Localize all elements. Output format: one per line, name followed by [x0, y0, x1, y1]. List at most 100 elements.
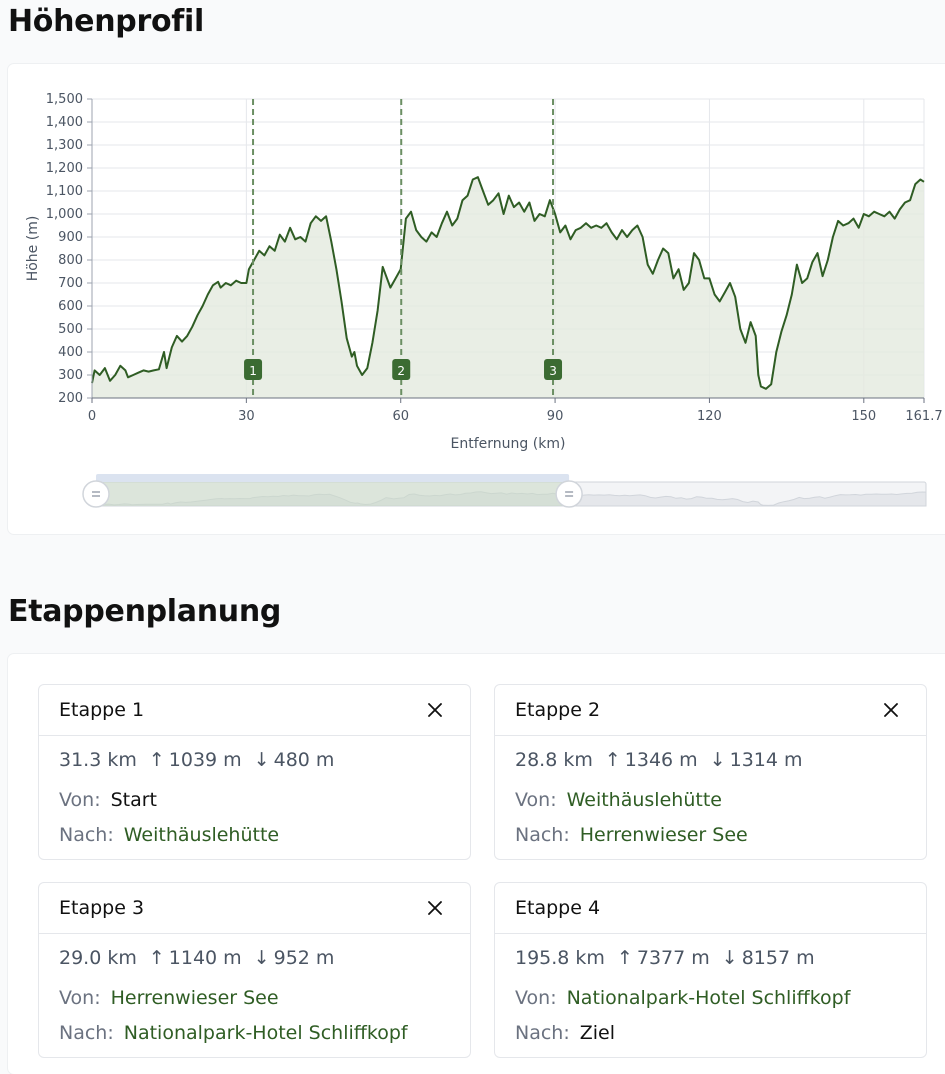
stage-to-label: Nach:: [59, 824, 114, 846]
y-tick-label: 400: [58, 345, 83, 360]
ascent-icon: ↑: [604, 749, 621, 771]
stage-card: Etappe 2 28.8 km ↑ 1346 m ↓ 1314 m Von: Weithäu…: [494, 684, 927, 860]
stage-to-label: Nach:: [515, 824, 570, 846]
elevation-area: [92, 177, 924, 398]
x-tick-label: 30: [238, 409, 255, 424]
y-tick-label: 600: [58, 299, 83, 314]
ascent-icon: ↑: [148, 749, 165, 771]
stage-descent: 8157 m: [741, 947, 815, 969]
stage-distance: 31.3 km: [59, 749, 137, 771]
elevation-chart-panel: 200 300 400 500 600 700 800 900 1,000 1,100 1,200 1…: [8, 64, 945, 534]
stage-card-header: Etappe 1: [39, 685, 470, 736]
stage-stats: 195.8 km ↑ 7377 m ↓ 8157 m: [515, 947, 821, 969]
elevation-chart[interactable]: 2003004005006007008009001,0001,1001,2001…: [8, 64, 945, 534]
x-tick-label: 90: [547, 409, 564, 424]
descent-icon: ↓: [721, 947, 738, 969]
stage-marker-badge[interactable]: [544, 359, 563, 380]
stage-from-row: Von: Start: [59, 789, 157, 811]
stage-from-value: Start: [110, 789, 158, 811]
stage-from-label: Von:: [515, 789, 557, 811]
stage-ascent: 1140 m: [168, 947, 242, 969]
stage-descent: 1314 m: [729, 749, 803, 771]
remove-stage-button[interactable]: [420, 695, 450, 725]
stage-descent: 952 m: [273, 947, 335, 969]
stage-from-row: Von: Herrenwieser See: [59, 987, 279, 1009]
stage-marker-badge[interactable]: [244, 359, 263, 380]
y-tick-label: 1,400: [46, 115, 83, 130]
stage-stats: 28.8 km ↑ 1346 m ↓ 1314 m: [515, 749, 809, 771]
stage-distance: 28.8 km: [515, 749, 593, 771]
stage-to-value[interactable]: Weithäuslehütte: [123, 824, 280, 846]
y-tick-label: 1,500: [46, 92, 83, 107]
range-handle-right[interactable]: [555, 480, 583, 508]
elevation-line: [91, 176, 925, 390]
stage-from-value[interactable]: Weithäuslehütte: [566, 789, 722, 811]
y-tick-label: 1,100: [46, 184, 83, 199]
y-tick-label: 1,300: [46, 138, 83, 153]
close-icon: [428, 703, 442, 717]
stage-to-row: Nach: Nationalpark-Hotel Schliffkopf: [59, 1022, 408, 1044]
stage-from-label: Von:: [59, 987, 101, 1009]
stage-marker-label: 3: [549, 364, 557, 378]
descent-icon: ↓: [253, 749, 270, 771]
stage-to-value[interactable]: Herrenwieser See: [579, 824, 748, 846]
profile-title: Höhenprofil: [8, 4, 204, 39]
y-tick-label: 500: [58, 322, 83, 337]
stages-panel: Etappe 1 31.3 km ↑ 1039 m ↓ 480 m Von: Start Nac…: [8, 654, 945, 1074]
y-tick-label: 200: [58, 391, 83, 406]
stage-title: Etappe 3: [59, 897, 145, 919]
y-tick-label: 1,200: [46, 161, 83, 176]
stage-from-value[interactable]: Herrenwieser See: [110, 987, 279, 1009]
stage-card: Etappe 1 31.3 km ↑ 1039 m ↓ 480 m Von: Start Nac…: [38, 684, 471, 860]
y-tick-label: 800: [58, 253, 83, 268]
stage-from-row: Von: Weithäuslehütte: [515, 789, 722, 811]
range-selector-drag-bar[interactable]: [96, 474, 570, 482]
stage-title: Etappe 4: [515, 897, 601, 919]
stage-marker-label: 2: [397, 364, 405, 378]
stage-card-header: Etappe 4: [495, 883, 926, 934]
remove-stage-button[interactable]: [420, 893, 450, 923]
stage-card: Etappe 3 29.0 km ↑ 1140 m ↓ 952 m Von: Herrenwi…: [38, 882, 471, 1058]
stage-to-label: Nach:: [515, 1022, 570, 1044]
stage-from-label: Von:: [515, 987, 557, 1009]
stage-ascent: 1039 m: [168, 749, 242, 771]
stage-to-row: Nach: Herrenwieser See: [515, 824, 748, 846]
x-tick-label: 0: [88, 409, 96, 424]
x-tick-label: 60: [392, 409, 409, 424]
ascent-icon: ↑: [616, 947, 633, 969]
stage-card: Etappe 4 195.8 km ↑ 7377 m ↓ 8157 m Von: Nation…: [494, 882, 927, 1058]
stage-to-row: Nach: Weithäuslehütte: [59, 824, 279, 846]
stages-title: Etappenplanung: [8, 594, 282, 629]
stage-ascent: 7377 m: [636, 947, 710, 969]
x-axis-title: Entfernung (km): [451, 436, 566, 452]
descent-icon: ↓: [709, 749, 726, 771]
stage-from-row: Von: Nationalpark-Hotel Schliffkopf: [515, 987, 850, 1009]
range-selector-selection[interactable]: [96, 482, 570, 506]
close-icon: [428, 901, 442, 915]
stage-from-label: Von:: [59, 789, 101, 811]
stage-distance: 29.0 km: [59, 947, 137, 969]
stage-descent: 480 m: [273, 749, 335, 771]
remove-stage-button[interactable]: [876, 695, 906, 725]
y-tick-label: 300: [58, 368, 83, 383]
stage-marker-badge[interactable]: [392, 359, 411, 380]
stage-card-header: Etappe 2: [495, 685, 926, 736]
ascent-icon: ↑: [148, 947, 165, 969]
stage-stats: 31.3 km ↑ 1039 m ↓ 480 m: [59, 749, 340, 771]
stage-to-value[interactable]: Nationalpark-Hotel Schliffkopf: [123, 1022, 408, 1044]
y-axis-title: Höhe (m): [25, 216, 41, 282]
y-tick-label: 700: [58, 276, 83, 291]
stage-distance: 195.8 km: [515, 947, 605, 969]
stage-card-header: Etappe 3: [39, 883, 470, 934]
close-icon: [884, 703, 898, 717]
x-tick-label: 120: [697, 409, 722, 424]
stage-to-label: Nach:: [59, 1022, 114, 1044]
stage-title: Etappe 1: [59, 699, 145, 721]
descent-icon: ↓: [253, 947, 270, 969]
stage-marker-label: 1: [249, 364, 257, 378]
stage-title: Etappe 2: [515, 699, 601, 721]
stage-from-value[interactable]: Nationalpark-Hotel Schliffkopf: [566, 987, 851, 1009]
x-tick-label: 161.7: [905, 409, 942, 424]
range-handle-left[interactable]: [82, 480, 110, 508]
stage-to-value: Ziel: [579, 1022, 616, 1044]
